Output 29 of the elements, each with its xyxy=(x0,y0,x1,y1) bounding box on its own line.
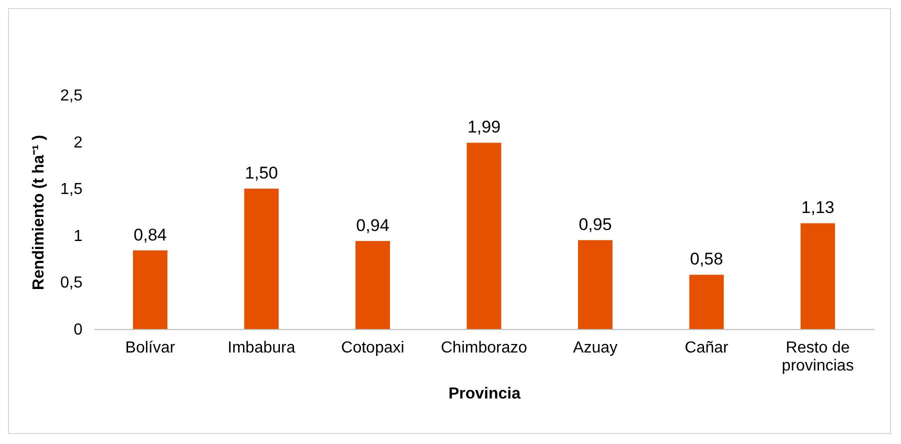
bar xyxy=(689,274,724,329)
bar xyxy=(578,240,613,329)
x-tick-label: Imbabura xyxy=(228,340,296,356)
data-label: 0,58 xyxy=(690,250,724,269)
x-tick-label: Azuay xyxy=(573,340,618,356)
bar xyxy=(466,142,502,329)
y-tick-label: 2,5 xyxy=(60,88,83,104)
y-tick-label: 0,5 xyxy=(60,274,83,292)
data-label: 0,94 xyxy=(356,216,390,236)
x-tick-label: Resto de provincias xyxy=(782,340,854,374)
x-axis-title: Provincia xyxy=(448,386,521,402)
y-tick-label: 2 xyxy=(74,134,83,152)
x-tick-label: Chimborazo xyxy=(440,340,528,356)
x-tick-label: Cotopaxi xyxy=(341,340,404,356)
y-axis-title: Rendimiento (t ha⁻¹ ) xyxy=(30,134,48,290)
bar xyxy=(355,241,390,329)
y-tick-label: 0 xyxy=(74,322,83,338)
bar xyxy=(244,188,279,329)
data-label: 1,99 xyxy=(467,118,501,137)
x-tick-label: Bolívar xyxy=(125,340,176,356)
y-tick-label: 1 xyxy=(74,228,83,245)
x-tick-label: Cañar xyxy=(684,340,729,356)
data-label: 1,50 xyxy=(244,164,278,183)
bar xyxy=(800,223,836,329)
y-tick-label: 1,5 xyxy=(60,181,83,198)
data-label: 0,95 xyxy=(578,215,612,234)
data-label: 0,84 xyxy=(134,225,167,244)
bar xyxy=(132,250,168,329)
data-label: 1,13 xyxy=(801,198,834,218)
